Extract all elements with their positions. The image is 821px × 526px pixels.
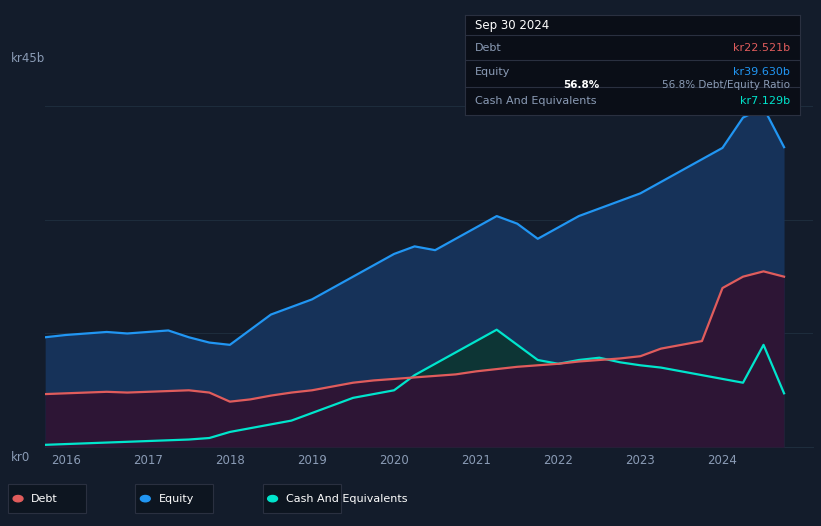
Text: Equity: Equity	[475, 67, 511, 77]
Text: Debt: Debt	[475, 43, 502, 53]
Text: kr7.129b: kr7.129b	[740, 96, 790, 106]
Text: Cash And Equivalents: Cash And Equivalents	[475, 96, 597, 106]
Text: Equity: Equity	[158, 493, 194, 504]
Text: kr39.630b: kr39.630b	[733, 67, 790, 77]
Text: kr45b: kr45b	[11, 52, 45, 65]
Text: 56.8% Debt/Equity Ratio: 56.8% Debt/Equity Ratio	[662, 80, 790, 90]
Text: Sep 30 2024: Sep 30 2024	[475, 18, 549, 32]
Text: kr0: kr0	[11, 451, 30, 464]
Text: Debt: Debt	[31, 493, 58, 504]
Text: kr22.521b: kr22.521b	[733, 43, 790, 53]
Text: 56.8%: 56.8%	[562, 80, 599, 90]
Text: Cash And Equivalents: Cash And Equivalents	[286, 493, 407, 504]
